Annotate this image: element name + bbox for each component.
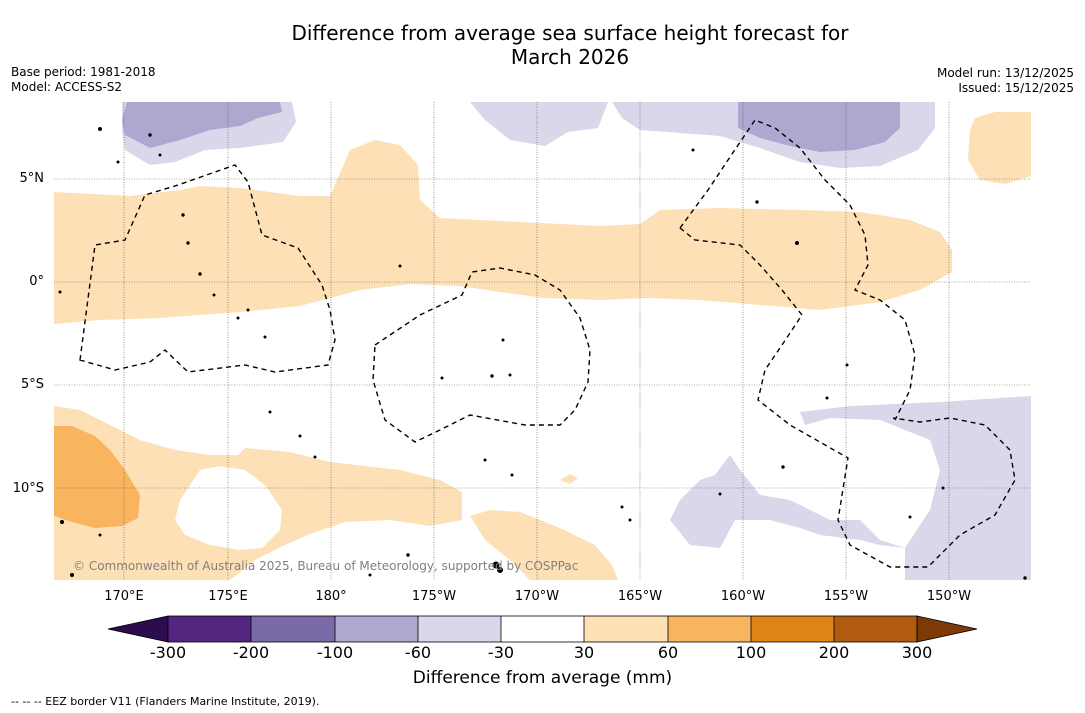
map-area xyxy=(54,102,1031,580)
colorbar-segment-9 xyxy=(834,616,917,642)
colorbar-segment-8 xyxy=(751,616,834,642)
eez-borders xyxy=(79,119,1016,568)
map-svg xyxy=(54,102,1031,580)
lat-label-5s: 5°S xyxy=(20,377,44,392)
colorbar-label: 200 xyxy=(818,643,850,662)
colorbar-label: 60 xyxy=(657,643,679,662)
colorbar-segment-5 xyxy=(501,616,584,642)
anomaly-white-hole-sw xyxy=(175,466,282,550)
colorbar-label: -100 xyxy=(316,643,354,662)
lon-label-160w: 160°W xyxy=(720,589,766,604)
eez-phoenix xyxy=(372,267,591,443)
chart-title-line1: Difference from average sea surface heig… xyxy=(291,21,849,45)
base-period: Base period: 1981-2018 xyxy=(11,65,156,79)
anomaly-light-purple-se xyxy=(670,396,1031,580)
meta-left: Base period: 1981-2018 Model: ACCESS-S2 xyxy=(11,65,156,95)
meta-right: Model run: 13/12/2025 Issued: 15/12/2025 xyxy=(937,66,1074,96)
lon-label-165w: 165°W xyxy=(617,589,663,604)
colorbar-segment-3 xyxy=(335,616,418,642)
colorbar-segment-4 xyxy=(418,616,501,642)
colorbar-label: -300 xyxy=(149,643,187,662)
anomaly-light-orange-equatorial-band xyxy=(54,140,952,324)
lat-label-10s: 10°S xyxy=(12,481,44,496)
lon-label-180: 180° xyxy=(315,589,347,604)
eez-legend-note: -- -- -- EEZ border V11 (Flanders Marine… xyxy=(11,695,320,708)
issued-date: Issued: 15/12/2025 xyxy=(958,81,1074,95)
anomaly-medium-purple-ne xyxy=(738,102,900,152)
colorbar-label: -60 xyxy=(404,643,432,662)
anomaly-medium-orange-sw xyxy=(54,426,140,528)
model-name: Model: ACCESS-S2 xyxy=(11,80,123,94)
colorbar-extend-high xyxy=(916,615,978,643)
lat-label-0: 0° xyxy=(29,274,44,289)
lon-label-150w: 150°W xyxy=(926,589,972,604)
anomaly-light-orange-ne-corner xyxy=(968,112,1031,184)
anomaly-light-orange-s-center xyxy=(470,510,618,580)
eez-line-islands-lower xyxy=(679,227,1016,568)
colorbar-segment-2 xyxy=(251,616,335,642)
colorbar-label: -200 xyxy=(232,643,270,662)
colorbar xyxy=(107,615,978,643)
chart-title-line2: March 2026 xyxy=(510,45,630,69)
lon-label-170e: 170°E xyxy=(104,589,144,604)
chart-title: Difference from average sea surface heig… xyxy=(0,21,1085,69)
colorbar-label: -30 xyxy=(487,643,515,662)
colorbar-title: Difference from average (mm) xyxy=(412,668,673,688)
colorbar-label: 30 xyxy=(573,643,595,662)
lat-label-5n: 5°N xyxy=(19,171,45,186)
lon-label-155w: 155°W xyxy=(823,589,869,604)
colorbar-segment-1 xyxy=(168,616,251,642)
eez-kiribati-gilbert xyxy=(79,164,336,373)
anomaly-light-orange-small xyxy=(560,474,578,484)
colorbar-label: 100 xyxy=(735,643,767,662)
anomaly-medium-purple-nw xyxy=(122,102,282,148)
anomaly-light-purple-n-center xyxy=(470,102,608,146)
colorbar-extend-low xyxy=(107,615,169,643)
lon-label-170w: 170°W xyxy=(514,589,560,604)
lon-label-175e: 175°E xyxy=(208,589,248,604)
islands xyxy=(58,127,1027,580)
colorbar-dividers xyxy=(167,615,918,643)
copyright-notice: © Commonwealth of Australia 2025, Bureau… xyxy=(73,559,579,573)
colorbar-label: 300 xyxy=(901,643,933,662)
model-run: Model run: 13/12/2025 xyxy=(936,66,1074,80)
lon-label-175w: 175°W xyxy=(411,589,457,604)
map-gridlines xyxy=(54,102,1031,580)
colorbar-segment-7 xyxy=(668,616,751,642)
colorbar-segment-6 xyxy=(584,616,668,642)
